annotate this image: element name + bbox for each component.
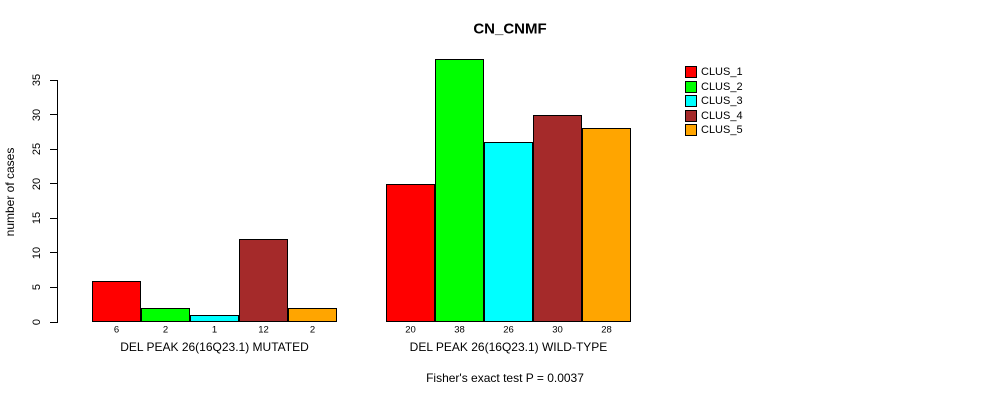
bar-clus_3-group2 bbox=[484, 142, 533, 322]
y-axis-tick-label-25: 25 bbox=[31, 143, 43, 156]
bar-value-label: 6 bbox=[113, 324, 120, 336]
bar-clus_4-group1 bbox=[239, 239, 288, 322]
group-label-2: DEL PEAK 26(16Q23.1) WILD-TYPE bbox=[409, 340, 608, 354]
legend-label-clus_3: CLUS_3 bbox=[701, 95, 743, 108]
y-axis-label: number of cases bbox=[3, 147, 17, 237]
legend-swatch-clus_4 bbox=[685, 109, 697, 122]
bar-value-label: 1 bbox=[211, 324, 218, 336]
group-label-1: DEL PEAK 26(16Q23.1) MUTATED bbox=[120, 340, 309, 354]
y-axis-line bbox=[57, 80, 58, 323]
legend-swatch-clus_1 bbox=[685, 66, 697, 79]
bar-clus_5-group1 bbox=[288, 308, 337, 322]
y-axis-tick-30 bbox=[50, 114, 57, 116]
chart-title: CN_CNMF bbox=[473, 20, 547, 38]
y-axis-tick-label-20: 20 bbox=[31, 177, 43, 190]
bar-value-label: 30 bbox=[552, 324, 563, 336]
bar-value-label: 26 bbox=[503, 324, 514, 336]
y-axis-tick-label-35: 35 bbox=[31, 73, 43, 87]
legend-swatch-clus_2 bbox=[685, 80, 697, 93]
y-axis-tick-15 bbox=[50, 217, 57, 219]
bar-clus_4-group2 bbox=[533, 114, 582, 322]
y-axis-tick-35 bbox=[50, 79, 57, 81]
bar-clus_2-group1 bbox=[141, 308, 190, 322]
legend-label-clus_5: CLUS_5 bbox=[701, 123, 743, 136]
bar-clus_5-group2 bbox=[582, 128, 631, 322]
y-axis-tick-20 bbox=[50, 183, 57, 185]
legend-label-clus_2: CLUS_2 bbox=[701, 80, 743, 93]
y-axis-tick-label-15: 15 bbox=[31, 212, 43, 225]
bar-clus_2-group2 bbox=[435, 59, 484, 322]
bar-value-label: 2 bbox=[309, 324, 316, 336]
y-axis-tick-0 bbox=[50, 321, 57, 323]
y-axis-tick-label-30: 30 bbox=[31, 108, 43, 121]
bar-clus_1-group1 bbox=[92, 280, 141, 322]
bar-value-label: 28 bbox=[601, 324, 612, 336]
y-axis-tick-5 bbox=[50, 286, 57, 288]
y-axis-tick-25 bbox=[50, 148, 57, 150]
legend-swatch-clus_5 bbox=[685, 123, 697, 136]
legend-swatch-clus_3 bbox=[685, 95, 697, 108]
y-axis-tick-label-0: 0 bbox=[31, 318, 43, 326]
bar-value-label: 38 bbox=[454, 324, 465, 336]
bar-clus_1-group2 bbox=[386, 183, 435, 322]
y-axis-tick-label-10: 10 bbox=[31, 246, 43, 259]
bar-value-label: 12 bbox=[258, 324, 269, 336]
bar-value-label: 2 bbox=[162, 324, 169, 336]
bar-clus_3-group1 bbox=[190, 315, 239, 322]
legend-label-clus_1: CLUS_1 bbox=[701, 66, 743, 79]
legend-label-clus_4: CLUS_4 bbox=[701, 109, 743, 122]
y-axis-tick-10 bbox=[50, 252, 57, 254]
footnote-fisher-test: Fisher's exact test P = 0.0037 bbox=[426, 371, 584, 385]
y-axis-tick-label-5: 5 bbox=[31, 284, 43, 291]
bar-value-label: 20 bbox=[405, 324, 416, 336]
